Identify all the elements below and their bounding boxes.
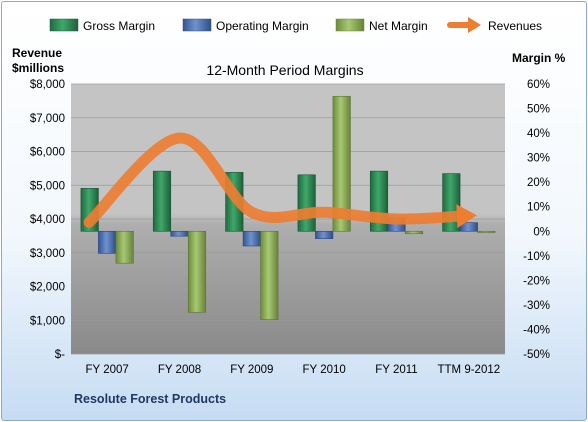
left-tick-label: $1,000 [30,315,65,327]
right-tick-label: 10% [527,202,550,214]
left-tick-label: $7,000 [30,113,65,125]
legend-label-net: Net Margin [369,19,428,33]
left-axis-title-line1: Revenue [12,46,62,60]
left-tick-label: $5,000 [30,180,65,192]
right-tick-label: -50% [523,349,550,361]
right-tick-label: 50% [527,104,550,116]
net-margin-bar [260,230,279,320]
gross-margin-bar [297,174,316,232]
category-label: FY 2010 [303,364,346,376]
legend-label-gross: Gross Margin [83,19,155,33]
right-tick-label: 0% [533,226,550,238]
category-axis: FY 2007 FY 2008 FY 2009 FY 2010 FY 2011 TTM 9… [86,364,501,376]
legend-label-revenues: Revenues [488,19,542,33]
category-label: FY 2008 [158,364,201,376]
right-tick-label: 20% [527,177,550,189]
legend-swatch-net [335,18,365,32]
operating-margin-bar [98,230,117,254]
chart-title: 12-Month Period Margins [206,62,363,78]
category-label: FY 2009 [230,364,273,376]
category-label: FY 2007 [86,364,129,376]
net-margin-bar [332,95,351,232]
net-margin-bar [477,230,496,233]
legend: Gross Margin Operating Margin Net Margin… [49,17,542,33]
revenue-series [83,132,477,229]
right-tick-label: 40% [527,128,550,140]
operating-margin-bar [170,230,189,237]
left-tick-label: $4,000 [30,214,65,226]
left-tick-label: $2,000 [30,282,65,294]
revenue-arrowhead [456,204,477,229]
left-axis-title-line2: $millions [12,61,64,75]
legend-swatch-operating [182,18,212,32]
left-tick-label: $3,000 [30,248,65,260]
gross-margin-bar [152,170,172,232]
legend-label-operating: Operating Margin [216,19,309,33]
operating-margin-bar [315,230,334,239]
right-tick-label: -40% [523,324,550,336]
net-margin-bar [115,230,134,264]
right-tick-label: 60% [527,79,550,91]
right-axis: -50% -40% -30% -20% -10% 0% 10% 20% 30% 40% 50% 60% [523,79,550,361]
right-tick-label: -10% [523,251,550,263]
revenue-line [83,132,465,228]
right-tick-label: 30% [527,153,550,165]
right-tick-label: -30% [523,300,550,312]
operating-margin-bar [242,230,261,247]
legend-swatch-gross [49,18,79,32]
net-margin-bar [404,230,424,235]
company-name: Resolute Forest Products [74,392,226,406]
legend-swatch-revenues [447,17,481,33]
category-label: TTM 9-2012 [438,364,501,376]
right-tick-label: -20% [523,275,550,287]
category-label: FY 2011 [375,364,417,376]
left-tick-label: $8,000 [30,79,65,91]
left-tick-label: $- [55,349,65,361]
operating-margin-bar [459,222,478,232]
right-axis-title: Margin % [512,51,566,65]
left-tick-label: $6,000 [30,147,65,159]
left-axis: $- $1,000 $2,000 $3,000 $4,000 $5,000 $6,000 $7… [30,79,65,361]
net-margin-bar [187,230,207,313]
